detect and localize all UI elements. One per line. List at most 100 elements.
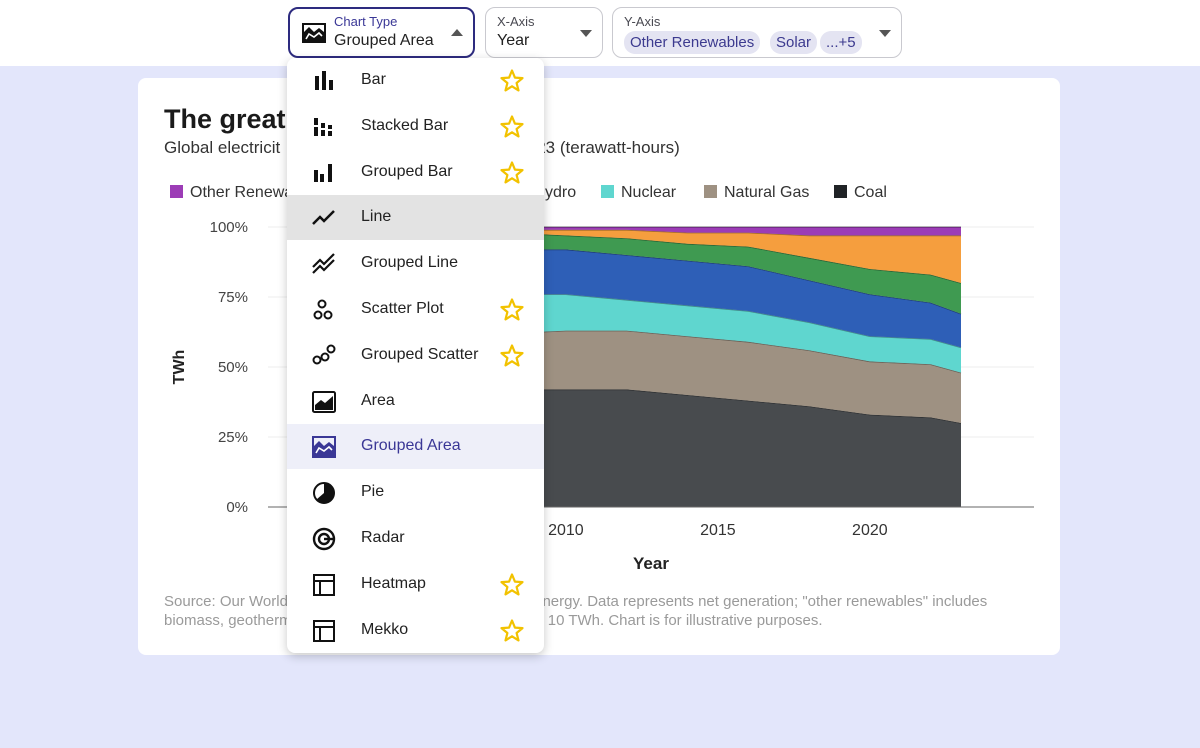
area-series-hydro: [444, 246, 961, 348]
y-axis-more-chip[interactable]: ...+5: [820, 31, 862, 54]
y-axis-chip[interactable]: Other Renewables: [624, 31, 761, 54]
menu-item-label: Radar: [361, 529, 405, 546]
legend-item[interactable]: Nuclear: [601, 184, 676, 202]
menu-item-mekko[interactable]: Mekko: [287, 608, 544, 653]
radar-icon: [312, 527, 336, 551]
menu-item-label: Grouped Area: [361, 437, 461, 455]
x-tick-label: 2015: [700, 522, 736, 539]
menu-item-label: Line: [361, 208, 392, 226]
grouped-scatter-icon: [312, 344, 336, 365]
chart-card: The great Global electricit 23 (terawatt-…: [138, 78, 1060, 655]
source-text: Source: Our World: [164, 593, 288, 610]
star-icon[interactable]: [499, 160, 525, 186]
chart-legend: Other Renewa ydro Nuclear Natural Gas Co…: [170, 184, 1050, 204]
legend-item[interactable]: Natural Gas: [704, 184, 809, 202]
area-series-natural-gas: [444, 330, 961, 423]
star-icon[interactable]: [499, 68, 525, 94]
menu-item-heatmap[interactable]: Heatmap: [287, 562, 544, 607]
chart-subtitle-start: Global electricit: [164, 138, 281, 157]
menu-item-radar[interactable]: Radar: [287, 516, 544, 561]
chevron-down-icon: [879, 30, 891, 37]
chevron-up-icon: [451, 29, 463, 36]
x-axis-label: X-Axis: [497, 14, 535, 29]
source-text: d Energy. Data represents net generation…: [519, 593, 988, 610]
grouped-area-icon: [312, 436, 336, 459]
menu-item-label: Pie: [361, 483, 385, 501]
menu-item-label: Grouped Scatter: [361, 345, 479, 363]
legend-label: Nuclear: [621, 184, 677, 201]
legend-label: Coal: [854, 184, 887, 201]
legend-swatch: [601, 185, 614, 198]
menu-item-label: Heatmap: [361, 574, 426, 592]
legend-label: Other Renewa: [190, 184, 294, 201]
menu-item-grouped-area[interactable]: Grouped Area: [287, 424, 544, 470]
y-tick-label: 100%: [210, 219, 248, 236]
chart-type-menu: Bar Stacked Bar Grouped Bar Line Grouped Lin…: [287, 58, 544, 653]
y-axis-label: TWh: [171, 350, 188, 385]
menu-item-label: Scatter Plot: [361, 300, 444, 317]
area-series-solar: [444, 229, 961, 283]
y-tick-label: 75%: [218, 289, 248, 306]
legend-label: Natural Gas: [724, 184, 810, 201]
star-icon[interactable]: [499, 343, 525, 369]
legend-item[interactable]: Other Renewa: [170, 184, 293, 202]
legend-item[interactable]: Coal: [834, 184, 887, 202]
y-axis-select[interactable]: Y-Axis Other Renewables Solar ...+5: [612, 7, 902, 58]
y-tick-label: 50%: [218, 359, 248, 376]
toolbar: Chart Type Grouped Area X-Axis Year Y-Ax…: [0, 0, 1200, 66]
area-series-nuclear: [444, 291, 961, 373]
menu-item-grouped-bar[interactable]: Grouped Bar: [287, 150, 544, 195]
source-text: biomass, geotherm: [164, 612, 292, 629]
line-chart-icon: [312, 210, 335, 226]
chevron-down-icon: [580, 30, 592, 37]
stacked-bar-icon: [314, 117, 332, 136]
legend-swatch: [834, 185, 847, 198]
menu-item-grouped-scatter[interactable]: Grouped Scatter: [287, 333, 544, 378]
menu-item-scatter-plot[interactable]: Scatter Plot: [287, 287, 544, 332]
menu-item-label: Stacked Bar: [361, 116, 449, 134]
source-text: est 10 TWh. Chart is for illustrative pu…: [523, 612, 823, 629]
menu-item-area[interactable]: Area: [287, 379, 544, 424]
chart-type-label: Chart Type: [334, 14, 398, 29]
pie-icon: [313, 482, 335, 505]
star-icon[interactable]: [499, 297, 525, 323]
y-tick-label: 25%: [218, 429, 248, 446]
chart-type-value: Grouped Area: [334, 32, 434, 49]
area-icon: [312, 390, 336, 413]
star-icon[interactable]: [499, 572, 525, 598]
menu-item-line[interactable]: Line: [287, 195, 544, 241]
chart-source-note: Source: Our World d Energy. Data represen…: [164, 592, 1044, 630]
x-axis-select[interactable]: X-Axis Year: [485, 7, 603, 58]
chart-subtitle-end: 23 (terawatt-hours): [536, 138, 680, 157]
chart-type-select[interactable]: Chart Type Grouped Area: [288, 7, 475, 58]
menu-item-label: Area: [361, 391, 395, 409]
chart-title: The great: [164, 104, 286, 134]
y-axis-label: Y-Axis: [624, 14, 661, 29]
y-axis-chip[interactable]: Solar: [770, 31, 818, 54]
menu-item-pie[interactable]: Pie: [287, 470, 544, 515]
heatmap-icon: [313, 573, 335, 596]
x-tick-label: 2010: [548, 522, 584, 539]
x-axis-value: Year: [497, 32, 530, 49]
grouped-line-icon: [312, 253, 335, 274]
legend-item[interactable]: ydro: [545, 184, 576, 202]
area-series-coal: [444, 386, 961, 507]
area-series-other-renewables: [444, 227, 961, 236]
menu-item-bar[interactable]: Bar: [287, 58, 544, 103]
star-icon[interactable]: [499, 618, 525, 644]
star-icon[interactable]: [499, 114, 525, 140]
scatter-icon: [313, 299, 333, 320]
x-tick-label: 2020: [852, 522, 888, 539]
menu-item-grouped-line[interactable]: Grouped Line: [287, 241, 544, 286]
mekko-icon: [313, 619, 335, 642]
menu-item-stacked-bar[interactable]: Stacked Bar: [287, 104, 544, 149]
x-axis-label: Year: [633, 554, 669, 573]
menu-item-label: Grouped Bar: [361, 162, 453, 180]
legend-swatch: [170, 185, 183, 198]
bar-chart-icon: [315, 71, 333, 90]
legend-label: ydro: [545, 184, 577, 201]
menu-item-label: Grouped Line: [361, 254, 458, 272]
grouped-bar-icon: [314, 163, 332, 182]
legend-swatch: [704, 185, 717, 198]
y-tick-label: 0%: [226, 499, 248, 516]
